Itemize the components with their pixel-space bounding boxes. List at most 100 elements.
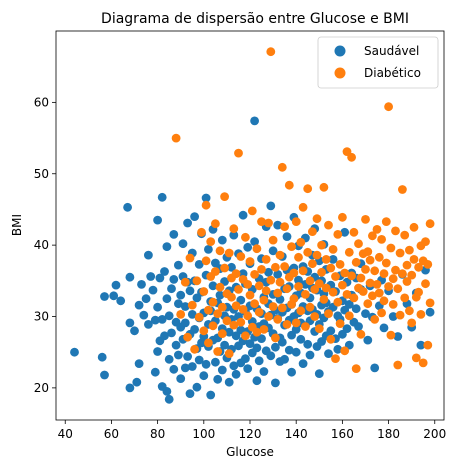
point-diabetico: [277, 303, 287, 313]
point-diabetico: [291, 318, 301, 328]
point-diabetico: [411, 353, 421, 363]
point-diabetico: [308, 259, 317, 269]
legend-label-saudavel: Saudável: [364, 44, 419, 58]
point-saudavel: [150, 367, 160, 377]
point-saudavel: [204, 245, 213, 254]
point-diabetico: [347, 152, 356, 162]
point-diabetico: [384, 102, 393, 112]
point-saudavel: [273, 220, 283, 230]
point-diabetico: [340, 346, 350, 356]
point-diabetico: [243, 280, 253, 289]
point-saudavel: [294, 275, 303, 285]
point-saudavel: [153, 302, 163, 312]
point-saudavel: [291, 325, 301, 334]
point-saudavel: [174, 350, 183, 360]
point-saudavel: [224, 327, 234, 337]
point-diabetico: [414, 287, 423, 297]
point-diabetico: [194, 312, 204, 322]
point-saudavel: [277, 337, 287, 347]
point-diabetico: [236, 317, 246, 327]
chart-title: Diagrama de dispersão entre Glucose e BM…: [101, 11, 409, 27]
point-diabetico: [257, 265, 266, 274]
x-tick-label: 120: [239, 427, 262, 441]
point-saudavel: [169, 364, 179, 374]
legend-box: [317, 36, 439, 89]
point-diabetico: [296, 237, 306, 247]
x-tick-label: 200: [423, 427, 446, 441]
point-diabetico: [314, 324, 324, 333]
point-diabetico: [400, 293, 410, 303]
legend-marker-saudavel: [334, 45, 346, 57]
point-diabetico: [388, 274, 398, 284]
point-diabetico: [398, 185, 407, 194]
point-diabetico: [349, 293, 359, 303]
point-diabetico: [206, 237, 216, 247]
point-saudavel: [280, 354, 289, 364]
point-saudavel: [162, 294, 172, 304]
point-diabetico: [291, 217, 301, 227]
y-tick-label: 50: [34, 167, 49, 181]
point-diabetico: [187, 300, 197, 310]
point-saudavel: [125, 383, 135, 393]
point-saudavel: [192, 382, 202, 392]
point-diabetico: [321, 255, 331, 264]
point-saudavel: [342, 324, 352, 333]
point-diabetico: [317, 267, 326, 277]
point-saudavel: [252, 343, 262, 353]
point-diabetico: [303, 184, 313, 194]
point-diabetico: [328, 287, 338, 297]
x-tick-label: 60: [104, 427, 119, 441]
point-diabetico: [211, 219, 220, 229]
point-diabetico: [284, 180, 294, 190]
point-saudavel: [162, 242, 172, 252]
point-diabetico: [407, 270, 417, 280]
point-diabetico: [333, 297, 343, 307]
point-saudavel: [125, 318, 135, 328]
point-diabetico: [254, 307, 264, 317]
point-saudavel: [326, 326, 336, 336]
point-saudavel: [125, 272, 135, 282]
point-saudavel: [370, 363, 380, 373]
point-diabetico: [303, 247, 313, 257]
point-saudavel: [180, 363, 190, 373]
point-diabetico: [305, 276, 315, 286]
point-diabetico: [247, 206, 257, 216]
point-saudavel: [215, 290, 225, 300]
point-saudavel: [164, 311, 174, 321]
point-saudavel: [238, 210, 248, 220]
x-tick-label: 180: [377, 427, 400, 441]
point-diabetico: [271, 262, 280, 272]
point-diabetico: [243, 311, 253, 321]
point-diabetico: [217, 329, 227, 338]
point-saudavel: [162, 387, 172, 396]
point-saudavel: [340, 227, 350, 237]
point-saudavel: [116, 296, 126, 306]
x-tick-label: 40: [58, 427, 73, 441]
point-saudavel: [257, 334, 266, 343]
x-axis: 40 60 80 100 120 140 160 180 200: [58, 420, 446, 441]
point-diabetico: [180, 277, 190, 287]
point-diabetico: [280, 262, 289, 271]
point-saudavel: [328, 255, 338, 264]
point-saudavel: [180, 318, 190, 328]
point-diabetico: [211, 267, 220, 276]
point-saudavel: [354, 322, 363, 331]
point-saudavel: [190, 212, 200, 222]
point-diabetico: [204, 305, 213, 315]
point-diabetico: [338, 212, 347, 222]
point-saudavel: [70, 347, 79, 357]
point-saudavel: [185, 389, 195, 398]
point-saudavel: [379, 323, 389, 333]
point-diabetico: [331, 272, 340, 281]
point-diabetico: [277, 162, 287, 172]
point-diabetico: [370, 315, 380, 324]
point-saudavel: [351, 304, 361, 314]
point-saudavel: [167, 284, 176, 294]
point-diabetico: [391, 226, 400, 236]
point-saudavel: [150, 315, 160, 325]
point-diabetico: [201, 256, 211, 266]
point-diabetico: [365, 278, 375, 288]
point-diabetico: [215, 246, 225, 256]
point-diabetico: [349, 227, 359, 237]
point-diabetico: [241, 331, 250, 341]
